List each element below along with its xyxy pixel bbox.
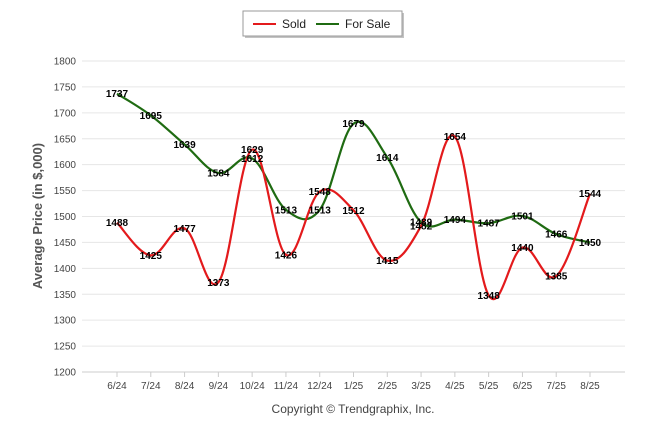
data-label-for-sale: 1612 [241, 154, 264, 165]
data-label-sold: 1373 [207, 278, 230, 289]
data-label-for-sale: 1679 [342, 119, 365, 130]
copyright-footer: Copyright © Trendgraphix, Inc. [272, 402, 435, 416]
x-tick-label: 10/24 [240, 381, 265, 392]
data-label-for-sale: 1489 [410, 218, 433, 229]
x-tick-label: 3/25 [411, 381, 431, 392]
data-label-sold: 1544 [579, 189, 602, 200]
x-tick-label: 9/24 [209, 381, 229, 392]
y-tick-label: 1400 [54, 264, 77, 275]
y-tick-label: 1200 [54, 368, 77, 379]
data-label-for-sale: 1487 [478, 219, 501, 230]
y-tick-label: 1800 [54, 57, 77, 68]
x-tick-label: 8/24 [175, 381, 195, 392]
data-label-for-sale: 1737 [106, 89, 129, 100]
x-tick-label: 12/24 [307, 381, 332, 392]
x-tick-label: 4/25 [445, 381, 465, 392]
data-label-sold: 1488 [106, 218, 129, 229]
y-tick-label: 1300 [54, 316, 77, 327]
data-label-sold: 1512 [342, 206, 365, 217]
data-label-sold: 1654 [444, 132, 467, 143]
y-tick-label: 1450 [54, 238, 77, 249]
data-label-for-sale: 1614 [376, 153, 399, 164]
y-tick-label: 1700 [54, 108, 77, 119]
y-axis-title: Average Price (in $,000) [30, 143, 45, 289]
x-tick-label: 11/24 [274, 381, 299, 392]
data-label-for-sale: 1466 [545, 230, 568, 241]
y-tick-label: 1500 [54, 212, 77, 223]
grid [82, 60, 625, 373]
series-lines [116, 92, 592, 300]
x-tick-label: 5/25 [479, 381, 499, 392]
legend[interactable]: Sold For Sale [242, 10, 404, 38]
data-label-sold: 1482 [410, 221, 433, 232]
data-label-sold: 1385 [545, 272, 568, 283]
data-label-for-sale: 1695 [140, 111, 163, 122]
y-axis: 1200 1250 1300 1350 1400 1450 1500 1550 1600 1650… [54, 57, 77, 379]
data-labels: 1488 1425 1477 1373 1629 1426 1548 1512 1415 1482… [106, 89, 602, 302]
data-label-sold: 1425 [140, 251, 163, 262]
x-tick-label: 7/25 [546, 381, 566, 392]
y-tick-label: 1250 [54, 342, 77, 353]
series-line-for-sale[interactable] [116, 92, 591, 244]
y-tick-label: 1750 [54, 82, 77, 93]
y-tick-label: 1650 [54, 134, 77, 145]
y-tick-label: 1600 [54, 160, 77, 171]
data-label-for-sale: 1494 [444, 215, 467, 226]
data-label-for-sale: 1513 [275, 205, 298, 216]
data-label-sold: 1477 [173, 224, 196, 235]
data-label-sold: 1548 [309, 187, 332, 198]
data-label-sold: 1348 [478, 291, 501, 302]
series-line-sold[interactable] [116, 134, 592, 300]
y-tick-label: 1350 [54, 290, 77, 301]
data-label-for-sale: 1639 [173, 140, 196, 151]
x-tick-label: 6/24 [107, 381, 127, 392]
data-label-for-sale: 1584 [207, 168, 230, 179]
x-tick-label: 8/25 [580, 381, 600, 392]
x-tick-label: 1/25 [344, 381, 364, 392]
data-label-sold: 1426 [275, 250, 298, 261]
legend-label-sold[interactable]: Sold [282, 17, 306, 31]
x-tick-label: 7/24 [141, 381, 161, 392]
x-tick-label: 2/25 [378, 381, 398, 392]
legend-label-for-sale[interactable]: For Sale [345, 17, 391, 31]
data-label-for-sale: 1513 [309, 205, 332, 216]
data-label-for-sale: 1450 [579, 238, 602, 249]
data-label-sold: 1415 [376, 256, 399, 267]
x-tick-label: 6/25 [513, 381, 533, 392]
data-label-sold: 1629 [241, 145, 264, 156]
y-tick-label: 1550 [54, 186, 77, 197]
data-label-sold: 1440 [511, 243, 534, 254]
data-label-for-sale: 1501 [511, 211, 534, 222]
x-axis: 6/24 7/24 8/24 9/24 10/24 11/24 12/24 1/25 2/25 3… [82, 371, 625, 392]
